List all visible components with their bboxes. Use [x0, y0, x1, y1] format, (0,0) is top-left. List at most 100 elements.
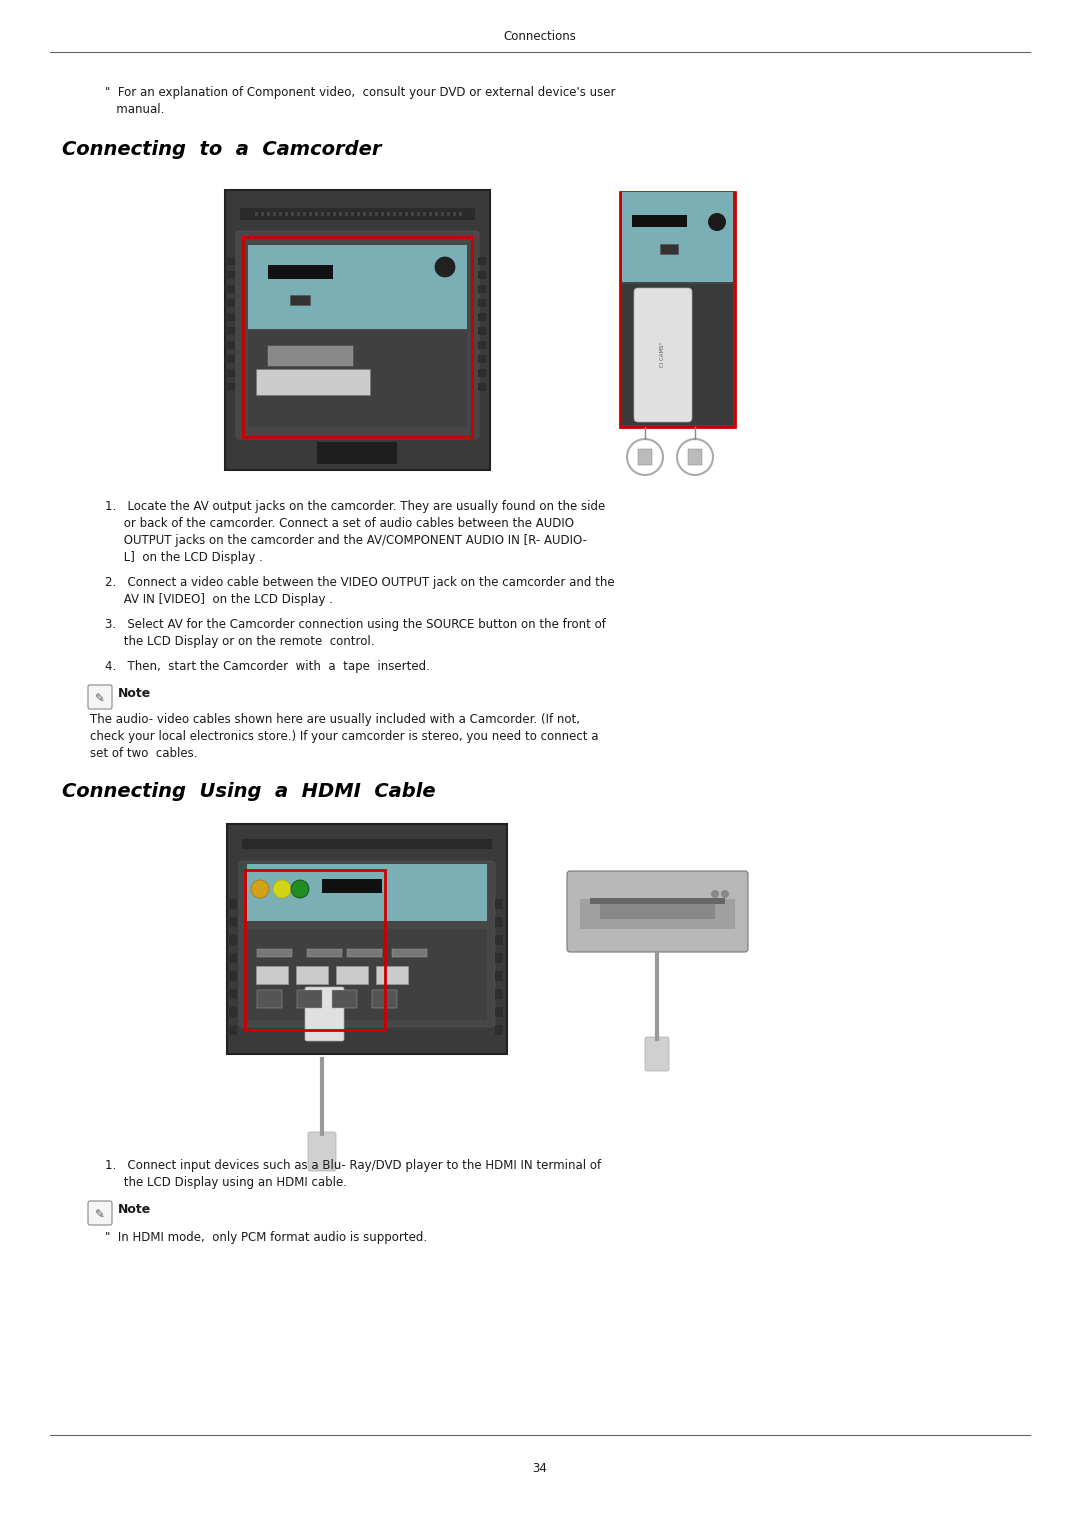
Bar [248, 331, 467, 428]
Text: 1.   Connect input devices such as a Blu- Ray/DVD player to the HDMI IN terminal: 1. Connect input devices such as a Blu- … [105, 1159, 602, 1173]
Bar [273, 212, 276, 215]
Bar [495, 1006, 503, 1017]
Bar [441, 212, 444, 215]
Bar [229, 899, 237, 909]
Bar [227, 327, 235, 334]
Bar [369, 212, 372, 215]
Text: 34: 34 [532, 1461, 548, 1475]
Bar [261, 212, 264, 215]
Bar [495, 953, 503, 964]
Bar [580, 899, 735, 928]
Bar [459, 212, 462, 215]
Bar [453, 212, 456, 215]
Bar [478, 313, 486, 321]
Bar [405, 212, 408, 215]
Bar [257, 948, 292, 957]
Bar [247, 864, 487, 921]
Bar [495, 899, 503, 909]
Bar [622, 284, 733, 425]
FancyBboxPatch shape [336, 967, 368, 983]
FancyBboxPatch shape [376, 967, 408, 983]
Bar [387, 212, 390, 215]
Bar [495, 918, 503, 927]
Bar [495, 1025, 503, 1035]
Text: L]  on the LCD Display .: L] on the LCD Display . [105, 551, 262, 563]
Bar [357, 212, 360, 215]
Bar [435, 212, 438, 215]
Bar [372, 989, 397, 1008]
Bar [303, 212, 306, 215]
Bar [285, 212, 288, 215]
Bar [622, 192, 733, 282]
Circle shape [273, 880, 291, 898]
Circle shape [291, 880, 309, 898]
Bar [429, 212, 432, 215]
Bar [478, 299, 486, 307]
Bar [478, 257, 486, 266]
Bar [227, 370, 235, 377]
Bar [227, 299, 235, 307]
Bar [243, 237, 472, 437]
Bar [229, 1006, 237, 1017]
Bar [447, 212, 450, 215]
Bar [255, 212, 258, 215]
Circle shape [251, 880, 269, 898]
Bar [632, 215, 687, 228]
Bar [333, 212, 336, 215]
Bar [399, 212, 402, 215]
Bar [242, 838, 492, 849]
Text: Connections: Connections [503, 29, 577, 43]
Bar [229, 971, 237, 980]
Bar [351, 212, 354, 215]
Text: Cl CAMSⁿ: Cl CAMSⁿ [661, 342, 665, 368]
Bar [347, 948, 382, 957]
Bar [478, 341, 486, 350]
Bar [227, 341, 235, 350]
Bar [297, 212, 300, 215]
Text: Note: Note [118, 687, 151, 699]
Bar [495, 935, 503, 945]
FancyBboxPatch shape [645, 1037, 669, 1070]
Text: Note: Note [118, 1203, 151, 1215]
Bar [229, 989, 237, 999]
Bar [297, 989, 322, 1008]
Text: The audio- video cables shown here are usually included with a Camcorder. (If no: The audio- video cables shown here are u… [90, 713, 580, 725]
Text: set of two  cables.: set of two cables. [90, 747, 198, 760]
Bar [375, 212, 378, 215]
Bar [307, 948, 342, 957]
Bar [638, 449, 652, 466]
Bar [478, 270, 486, 279]
FancyBboxPatch shape [634, 289, 692, 421]
FancyBboxPatch shape [308, 1132, 336, 1171]
Bar [248, 244, 467, 328]
Text: Connecting  Using  a  HDMI  Cable: Connecting Using a HDMI Cable [62, 782, 435, 802]
Bar [227, 257, 235, 266]
Circle shape [435, 257, 455, 276]
Bar [229, 1025, 237, 1035]
FancyBboxPatch shape [296, 967, 328, 983]
Bar [620, 192, 735, 428]
Text: manual.: manual. [105, 102, 164, 116]
Bar [268, 266, 333, 279]
FancyBboxPatch shape [256, 967, 288, 983]
FancyBboxPatch shape [225, 189, 490, 470]
Bar [291, 212, 294, 215]
Text: OUTPUT jacks on the camcorder and the AV/COMPONENT AUDIO IN [R- AUDIO-: OUTPUT jacks on the camcorder and the AV… [105, 534, 588, 547]
FancyBboxPatch shape [567, 870, 748, 951]
Text: 1.   Locate the AV output jacks on the camcorder. They are usually found on the : 1. Locate the AV output jacks on the cam… [105, 499, 605, 513]
Bar [600, 902, 715, 919]
Bar [309, 212, 312, 215]
Bar [392, 948, 427, 957]
Bar [381, 212, 384, 215]
Text: AV IN [VIDEO]  on the LCD Display .: AV IN [VIDEO] on the LCD Display . [105, 592, 333, 606]
Bar [247, 928, 487, 1020]
Circle shape [721, 890, 729, 898]
Bar [345, 212, 348, 215]
FancyBboxPatch shape [318, 441, 397, 464]
Text: Connecting  to  a  Camcorder: Connecting to a Camcorder [62, 140, 381, 159]
Bar [590, 898, 725, 904]
Bar [227, 354, 235, 363]
Text: "  In HDMI mode,  only PCM format audio is supported.: " In HDMI mode, only PCM format audio is… [105, 1231, 427, 1245]
Bar [227, 286, 235, 293]
Bar [245, 870, 384, 1031]
